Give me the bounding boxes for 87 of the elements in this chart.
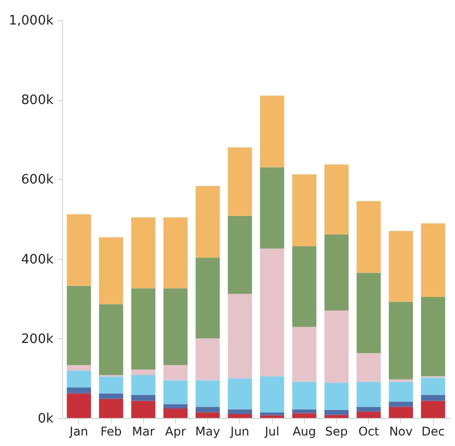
bar [131,400,156,418]
bar [388,402,413,407]
bar [163,380,188,404]
bar [260,376,284,412]
bar [421,223,446,298]
bar [388,379,413,382]
bar [260,248,284,376]
y-tick-label: 1,000k [8,14,54,28]
bar [292,246,316,327]
bar [131,217,156,288]
bar [324,414,349,418]
bar [131,369,156,376]
y-tick-label: 0k [38,412,54,426]
bar [292,413,316,418]
bar [260,415,284,418]
x-tick-label: Mar [132,424,155,438]
bar [99,237,124,304]
bar [388,230,413,302]
bar [228,147,252,216]
bar [196,412,220,418]
bar [388,302,413,380]
bar [163,408,188,418]
bar [99,398,124,418]
bar [228,414,252,418]
bar [228,378,252,410]
bar [196,186,220,258]
bar [292,409,316,414]
bar [163,217,188,288]
bar [131,375,156,395]
bar [66,365,91,371]
bar [292,326,316,382]
bar [196,380,220,407]
bar [228,216,252,294]
y-tick-label: 200k [21,332,54,347]
bar [356,406,381,412]
bar [324,382,349,410]
bar [163,404,188,408]
bar [260,96,284,168]
bar [356,272,381,354]
bar [66,286,91,366]
x-tick-label: Apr [165,424,186,438]
bar [131,288,156,370]
bar [66,370,91,388]
x-tick-label: Jul [264,424,280,438]
y-tick-label: 600k [21,172,54,188]
bar [292,382,316,410]
y-tick-label: 400k [21,252,54,268]
bar [131,394,156,401]
bar [66,214,91,286]
x-tick-label: May [195,424,220,438]
bar [66,387,91,394]
bar [356,382,381,407]
bar [421,297,446,376]
bar [163,288,188,366]
bar [324,164,349,235]
x-tick-label: Dec [421,424,445,438]
bar [356,412,381,418]
x-tick-label: Sep [325,424,348,438]
bar [421,394,446,401]
bar [66,393,91,418]
bar [260,167,284,248]
y-tick-label: 800k [21,93,54,108]
bar [388,406,413,418]
bar [324,310,349,383]
bar [99,393,124,399]
bar [196,338,220,380]
bar [421,378,446,395]
x-tick-label: Feb [100,424,122,438]
bar [388,382,413,402]
bar [228,409,252,414]
bar [421,400,446,418]
bar [196,258,220,338]
x-tick-label: Jun [230,424,250,438]
x-tick-label: Aug [292,424,316,438]
bar [196,406,220,412]
bar [324,234,349,311]
x-tick-label: Jan [68,424,88,438]
bar [228,294,252,378]
bar [356,353,381,382]
x-tick-label: Oct [358,424,380,438]
x-tick-label: Nov [389,424,413,438]
bar [324,410,349,415]
bar [99,304,124,376]
bar [99,376,124,394]
bar [163,365,188,380]
bar [356,201,381,273]
bar [292,174,316,246]
